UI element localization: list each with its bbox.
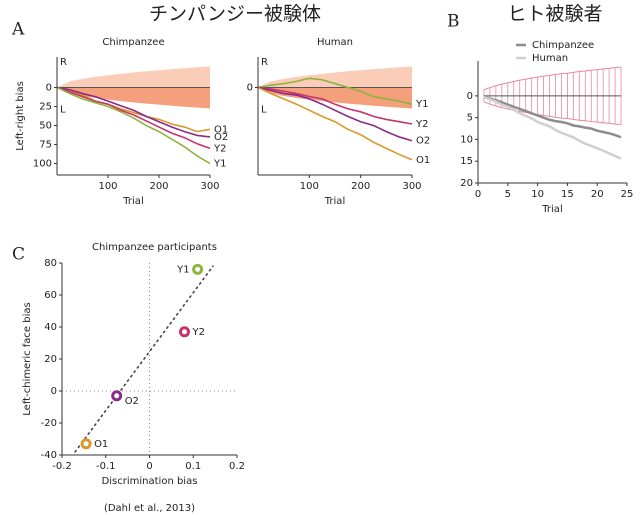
band-lower <box>57 87 210 109</box>
y-tick-label: 25 <box>39 101 52 112</box>
x-axis-label: Trial <box>122 196 143 207</box>
point <box>179 326 190 338</box>
x-axis-label: Trial <box>324 196 345 207</box>
x-tick-label: 100 <box>98 181 117 192</box>
y-tick-label: -20 <box>41 418 57 429</box>
band-upper <box>57 66 210 88</box>
legend-label: Human <box>532 53 568 64</box>
y-tick-label: 50 <box>39 121 52 132</box>
series-line <box>56 86 211 150</box>
y-tick-label: 20 <box>44 354 57 365</box>
x-tick-label: 300 <box>200 181 219 192</box>
fit-line <box>74 265 214 453</box>
series-label: O1 <box>416 155 430 166</box>
y-tick-label: 100 <box>33 159 52 170</box>
x-tick-label: 100 <box>300 181 319 192</box>
panel-letter: B <box>447 12 460 32</box>
y-tick-label: -40 <box>41 450 57 461</box>
series-line <box>257 86 413 142</box>
x-tick-label: 0.2 <box>229 461 245 472</box>
y-tick-label: 15 <box>460 156 473 167</box>
x-tick-label: 0.1 <box>185 461 201 472</box>
y-tick-label: 0 <box>51 386 57 397</box>
series-line <box>257 86 413 161</box>
point-label: Y2 <box>192 327 205 338</box>
band-upper <box>483 66 622 91</box>
x-tick-label: 5 <box>505 189 511 200</box>
series-label: Y1 <box>213 159 226 170</box>
series-label: Y2 <box>213 143 226 154</box>
point-label: O2 <box>125 396 139 407</box>
y-tick-label: 0 <box>46 82 52 93</box>
series-line <box>257 77 413 105</box>
point-label: O1 <box>94 439 108 450</box>
y-tick-label: 0 <box>467 91 473 102</box>
band-lower <box>483 101 622 126</box>
x-tick-label: 200 <box>351 181 370 192</box>
y-tick-label: 40 <box>44 322 57 333</box>
y-tick-label: 10 <box>460 134 473 145</box>
series-line <box>56 86 211 133</box>
y-tick-label: 60 <box>44 290 57 301</box>
y-tick-label: 80 <box>44 258 57 269</box>
y-tick-label: 75 <box>39 140 52 151</box>
series-line <box>483 95 622 160</box>
x-tick-label: 10 <box>531 189 544 200</box>
x-tick-label: 0 <box>475 189 481 200</box>
l-label: L <box>60 104 66 115</box>
y-tick-label: 5 <box>467 113 473 124</box>
band-upper <box>258 66 412 88</box>
point <box>80 438 92 450</box>
x-axis-label: Trial <box>541 204 562 215</box>
y-tick-label: 0 <box>247 82 253 93</box>
series-line <box>56 86 211 165</box>
subplot-title: Human <box>317 37 353 48</box>
note: (Dahl et al., 2013) <box>104 503 195 514</box>
series-line <box>257 86 413 125</box>
legend-label: Chimpanzee <box>532 40 594 51</box>
x-tick-label: -0.2 <box>52 461 72 472</box>
x-tick-label: -0.1 <box>96 461 116 472</box>
x-tick-label: 20 <box>591 189 604 200</box>
x-axis-label: Discrimination bias <box>102 476 198 487</box>
l-label: L <box>261 104 267 115</box>
y-axis-label: Left-chimeric face bias <box>22 302 33 415</box>
series-label: O2 <box>416 136 430 147</box>
panel-header: ヒト被験者 <box>507 3 602 25</box>
band-lower <box>258 87 412 109</box>
x-tick-label: 200 <box>149 181 168 192</box>
point-label: Y1 <box>176 264 189 275</box>
panel-letter: C <box>12 245 25 265</box>
series-label: Y1 <box>415 99 428 110</box>
series-label: Y2 <box>415 119 428 130</box>
x-tick-label: 0 <box>146 461 152 472</box>
panel-header: チンパンジー被験体 <box>149 3 321 25</box>
panel-letter: A <box>11 20 25 40</box>
x-tick-label: 300 <box>402 181 421 192</box>
series-label: O1 <box>214 124 228 135</box>
point <box>192 263 204 275</box>
series-line <box>483 95 622 139</box>
y-tick-label: 20 <box>460 178 473 189</box>
x-tick-label: 25 <box>621 189 634 200</box>
chart-title: Chimpanzee participants <box>92 242 217 253</box>
r-label: R <box>261 57 268 68</box>
subplot-title: Chimpanzee <box>102 37 164 48</box>
r-label: R <box>60 57 67 68</box>
series-line <box>56 86 211 138</box>
series-label: O2 <box>214 132 228 143</box>
point <box>111 390 123 402</box>
y-axis-label: Left-right bias <box>15 81 26 151</box>
x-tick-label: 15 <box>561 189 574 200</box>
